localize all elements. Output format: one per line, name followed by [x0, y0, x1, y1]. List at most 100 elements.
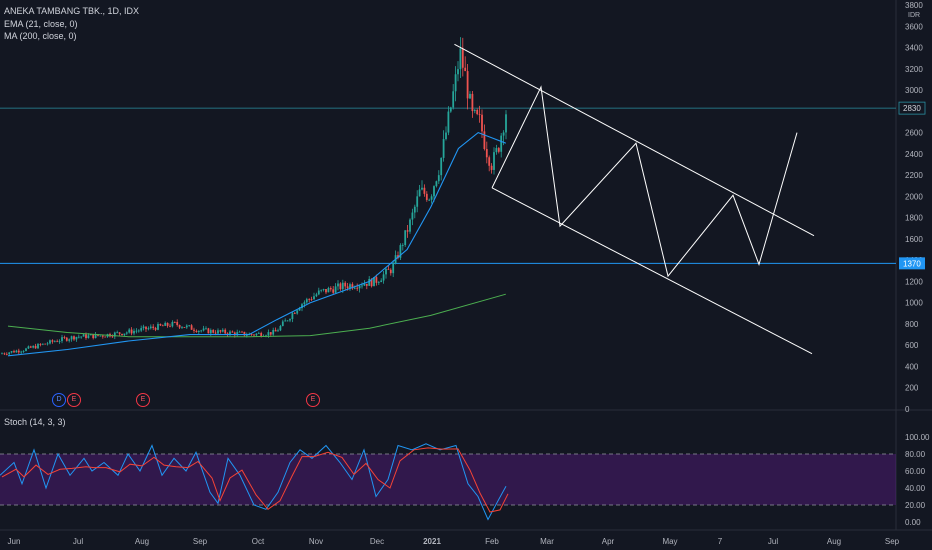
earnings-event-badge[interactable]: E — [67, 393, 81, 407]
price-candle — [63, 337, 66, 338]
price-candle — [44, 343, 47, 345]
price-candle — [308, 299, 311, 300]
price-candle — [325, 289, 327, 293]
price-candle — [190, 325, 193, 330]
price-candle — [358, 285, 361, 289]
price-tick-label: 3000 — [905, 86, 923, 95]
price-candle — [27, 346, 30, 349]
price-candle — [183, 327, 186, 328]
price-candle — [229, 331, 231, 335]
price-candle — [351, 284, 354, 289]
time-axis-label: Dec — [370, 537, 384, 546]
ma-200-line[interactable] — [7, 293, 506, 338]
price-tick-label: 1200 — [905, 277, 923, 286]
price-tick-label: 400 — [905, 362, 919, 371]
price-candle — [20, 351, 23, 353]
price-candle — [301, 304, 303, 309]
price-candle — [224, 329, 227, 334]
time-axis-label: Jul — [73, 537, 83, 546]
stoch-tick-label: 60.00 — [905, 467, 926, 476]
price-candle — [3, 353, 6, 355]
price-candle — [389, 269, 392, 274]
price-candle — [469, 93, 471, 99]
price-candle — [195, 330, 198, 333]
price-candle — [277, 330, 279, 332]
time-axis-label: Aug — [135, 537, 149, 546]
stoch-tick-label: 40.00 — [905, 484, 926, 493]
price-candle — [274, 329, 277, 332]
price-candle — [356, 287, 359, 289]
time-axis-label: 7 — [718, 537, 723, 546]
stoch-k-line[interactable] — [0, 443, 507, 521]
price-candle — [454, 74, 457, 92]
time-axis-label: Jun — [8, 537, 21, 546]
price-candle — [207, 328, 210, 334]
price-candle — [214, 332, 217, 334]
price-candle — [128, 329, 131, 333]
ema-21-line[interactable] — [7, 131, 506, 357]
price-candle — [466, 71, 469, 99]
price-candle — [502, 132, 505, 136]
price-candle — [478, 114, 481, 115]
price-candle — [197, 330, 200, 333]
channel-lower-line[interactable] — [491, 187, 813, 355]
price-candle — [34, 345, 37, 349]
price-candle — [457, 69, 459, 75]
price-candle — [142, 326, 145, 329]
price-candle — [22, 350, 25, 352]
price-candle — [361, 285, 363, 287]
price-candle — [73, 336, 75, 340]
earnings-event-badge[interactable]: E — [136, 393, 150, 407]
time-axis-label: Feb — [485, 537, 499, 546]
price-candle — [46, 343, 49, 345]
price-candle — [385, 268, 387, 275]
price-candle — [377, 282, 380, 283]
level-price-tag-box — [899, 257, 925, 270]
price-candle — [125, 332, 128, 334]
price-candle — [430, 196, 433, 200]
price-candle — [236, 332, 239, 336]
price-candle — [231, 331, 234, 333]
price-tick-label: 2400 — [905, 150, 923, 159]
channel-upper-line[interactable] — [454, 43, 815, 237]
ma-legend[interactable]: MA (200, close, 0) — [4, 31, 77, 41]
earnings-event-badge[interactable]: E — [306, 393, 320, 407]
price-candle — [322, 289, 325, 290]
level-price-tag: 1370 — [903, 259, 921, 268]
price-tick-label: 2600 — [905, 129, 923, 138]
price-candle — [51, 340, 54, 342]
stoch-tick-label: 100.00 — [905, 433, 930, 442]
price-candle — [269, 332, 272, 335]
price-candle — [401, 245, 404, 246]
price-candle — [101, 335, 104, 337]
price-candle — [113, 332, 116, 337]
price-candle — [298, 308, 301, 311]
price-tick-label: 1600 — [905, 235, 923, 244]
price-candle — [85, 334, 87, 338]
price-candle — [49, 340, 51, 344]
symbol-title[interactable]: ANEKA TAMBANG TBK., 1D, IDX — [4, 6, 140, 16]
price-candle — [140, 328, 143, 331]
price-candle — [313, 296, 315, 300]
price-candle — [421, 187, 423, 190]
dividend-event-badge[interactable]: D — [52, 393, 66, 407]
time-axis-label: 2021 — [423, 537, 441, 546]
projection-zigzag[interactable] — [491, 85, 798, 278]
price-candle — [399, 245, 402, 258]
price-candle — [481, 114, 483, 132]
price-candle — [416, 196, 419, 207]
price-candle — [245, 335, 248, 336]
price-candle — [8, 352, 11, 355]
price-candle — [181, 327, 183, 328]
price-candle — [373, 277, 375, 287]
price-candle — [10, 351, 13, 353]
price-candle — [75, 336, 78, 340]
price-candle — [137, 330, 140, 332]
stoch-legend[interactable]: Stoch (14, 3, 3) — [4, 417, 66, 427]
stoch-d-line[interactable] — [1, 447, 509, 513]
price-candle — [497, 148, 500, 152]
price-candle — [409, 219, 411, 232]
price-candle — [157, 324, 159, 330]
ema-legend[interactable]: EMA (21, close, 0) — [4, 19, 78, 29]
